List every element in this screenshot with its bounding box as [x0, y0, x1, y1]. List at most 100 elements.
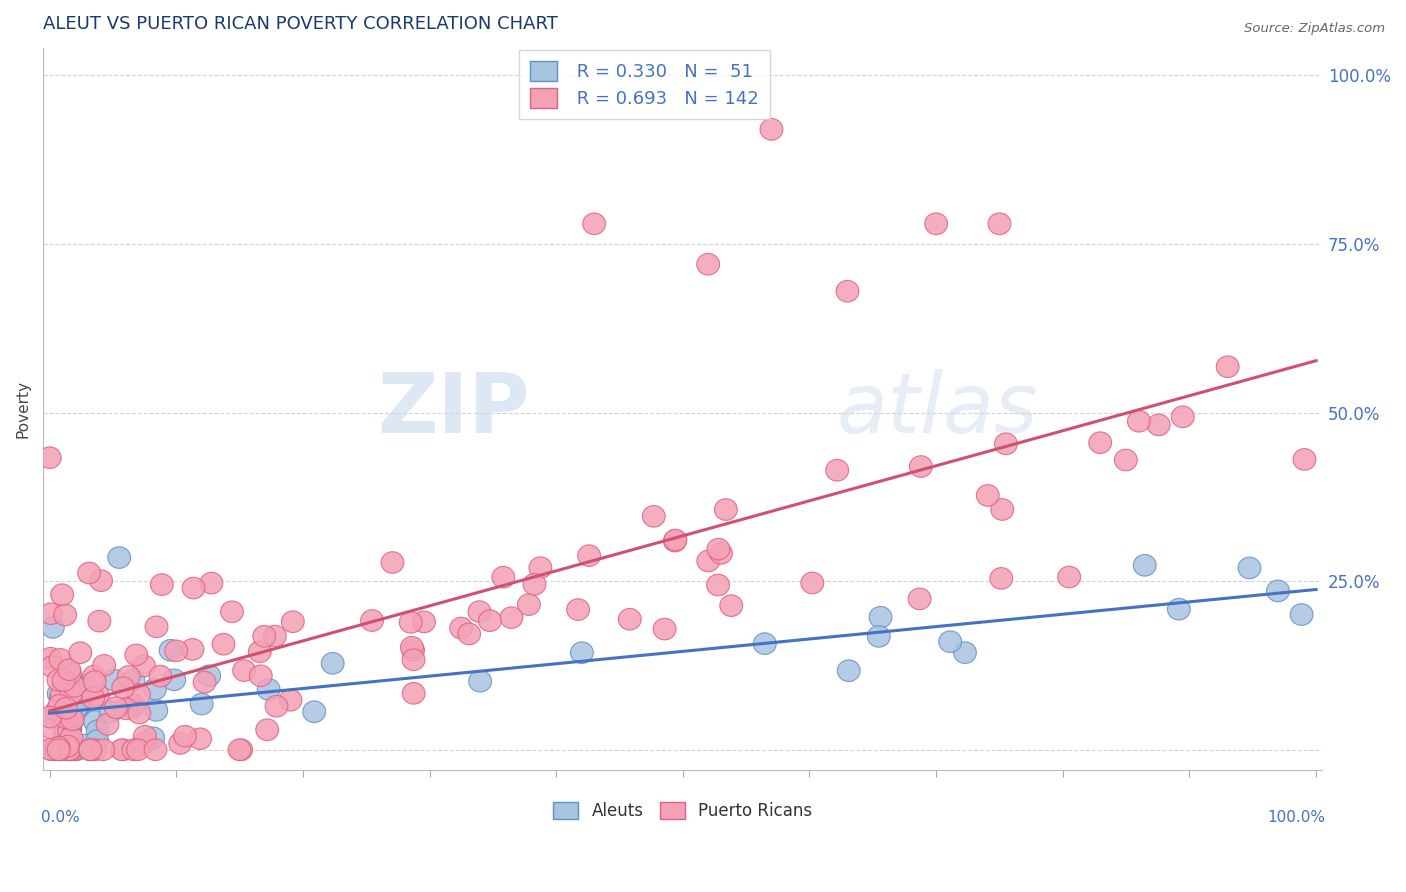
Ellipse shape	[59, 717, 82, 739]
Legend: Aleuts, Puerto Ricans: Aleuts, Puerto Ricans	[547, 795, 820, 827]
Ellipse shape	[87, 684, 110, 706]
Ellipse shape	[49, 648, 72, 670]
Ellipse shape	[63, 675, 86, 697]
Ellipse shape	[39, 648, 62, 669]
Ellipse shape	[60, 672, 83, 693]
Ellipse shape	[59, 717, 82, 739]
Ellipse shape	[122, 694, 145, 715]
Ellipse shape	[77, 562, 101, 583]
Ellipse shape	[79, 739, 101, 761]
Ellipse shape	[60, 682, 83, 704]
Ellipse shape	[51, 733, 73, 755]
Ellipse shape	[212, 633, 235, 655]
Ellipse shape	[200, 573, 222, 594]
Ellipse shape	[399, 612, 422, 633]
Ellipse shape	[63, 739, 86, 761]
Ellipse shape	[253, 625, 276, 647]
Ellipse shape	[38, 706, 62, 728]
Ellipse shape	[991, 499, 1014, 520]
Ellipse shape	[58, 720, 80, 741]
Ellipse shape	[517, 594, 540, 615]
Ellipse shape	[128, 702, 150, 723]
Ellipse shape	[142, 727, 165, 748]
Ellipse shape	[51, 584, 73, 606]
Y-axis label: Poverty: Poverty	[15, 380, 30, 438]
Ellipse shape	[79, 739, 101, 761]
Ellipse shape	[761, 119, 783, 140]
Ellipse shape	[45, 700, 67, 722]
Ellipse shape	[70, 690, 93, 712]
Text: ZIP: ZIP	[377, 368, 529, 450]
Ellipse shape	[48, 739, 72, 761]
Ellipse shape	[501, 607, 523, 628]
Ellipse shape	[281, 611, 304, 632]
Ellipse shape	[1128, 410, 1150, 432]
Ellipse shape	[53, 721, 76, 742]
Ellipse shape	[190, 693, 214, 714]
Ellipse shape	[127, 739, 149, 761]
Ellipse shape	[65, 739, 89, 761]
Ellipse shape	[66, 673, 90, 695]
Ellipse shape	[89, 610, 111, 632]
Ellipse shape	[266, 696, 288, 717]
Ellipse shape	[125, 644, 148, 665]
Ellipse shape	[86, 720, 110, 741]
Ellipse shape	[1133, 555, 1156, 576]
Ellipse shape	[401, 637, 423, 658]
Ellipse shape	[165, 640, 187, 662]
Ellipse shape	[910, 456, 932, 477]
Ellipse shape	[825, 459, 849, 481]
Ellipse shape	[108, 547, 131, 568]
Text: ALEUT VS PUERTO RICAN POVERTY CORRELATION CHART: ALEUT VS PUERTO RICAN POVERTY CORRELATIO…	[44, 15, 558, 33]
Ellipse shape	[104, 697, 127, 718]
Ellipse shape	[990, 567, 1012, 590]
Ellipse shape	[1239, 558, 1261, 579]
Ellipse shape	[51, 683, 73, 705]
Ellipse shape	[654, 618, 676, 640]
Ellipse shape	[83, 711, 107, 732]
Ellipse shape	[868, 625, 890, 647]
Text: atlas: atlas	[837, 368, 1038, 450]
Ellipse shape	[939, 631, 962, 652]
Ellipse shape	[163, 669, 186, 690]
Ellipse shape	[44, 739, 66, 760]
Ellipse shape	[134, 731, 156, 754]
Ellipse shape	[93, 655, 115, 676]
Ellipse shape	[52, 735, 75, 756]
Ellipse shape	[83, 665, 105, 687]
Ellipse shape	[84, 739, 107, 761]
Ellipse shape	[1147, 414, 1170, 435]
Ellipse shape	[121, 697, 143, 718]
Ellipse shape	[643, 506, 665, 527]
Ellipse shape	[49, 687, 72, 709]
Ellipse shape	[228, 739, 250, 761]
Ellipse shape	[53, 604, 76, 625]
Ellipse shape	[59, 739, 82, 761]
Ellipse shape	[720, 595, 742, 616]
Ellipse shape	[198, 665, 221, 687]
Ellipse shape	[48, 683, 70, 705]
Ellipse shape	[41, 718, 63, 739]
Ellipse shape	[49, 739, 72, 761]
Ellipse shape	[66, 695, 90, 717]
Ellipse shape	[697, 253, 720, 275]
Ellipse shape	[183, 577, 205, 599]
Ellipse shape	[412, 611, 436, 632]
Ellipse shape	[58, 739, 80, 761]
Ellipse shape	[55, 698, 77, 719]
Ellipse shape	[908, 588, 931, 609]
Ellipse shape	[55, 739, 77, 761]
Ellipse shape	[41, 739, 63, 761]
Ellipse shape	[46, 670, 70, 691]
Ellipse shape	[38, 447, 60, 468]
Ellipse shape	[67, 696, 91, 717]
Ellipse shape	[280, 690, 302, 711]
Ellipse shape	[58, 739, 80, 761]
Ellipse shape	[132, 655, 156, 677]
Ellipse shape	[44, 739, 67, 761]
Ellipse shape	[925, 213, 948, 235]
Ellipse shape	[263, 625, 287, 647]
Ellipse shape	[994, 433, 1018, 455]
Ellipse shape	[402, 640, 425, 661]
Text: Source: ZipAtlas.com: Source: ZipAtlas.com	[1244, 22, 1385, 36]
